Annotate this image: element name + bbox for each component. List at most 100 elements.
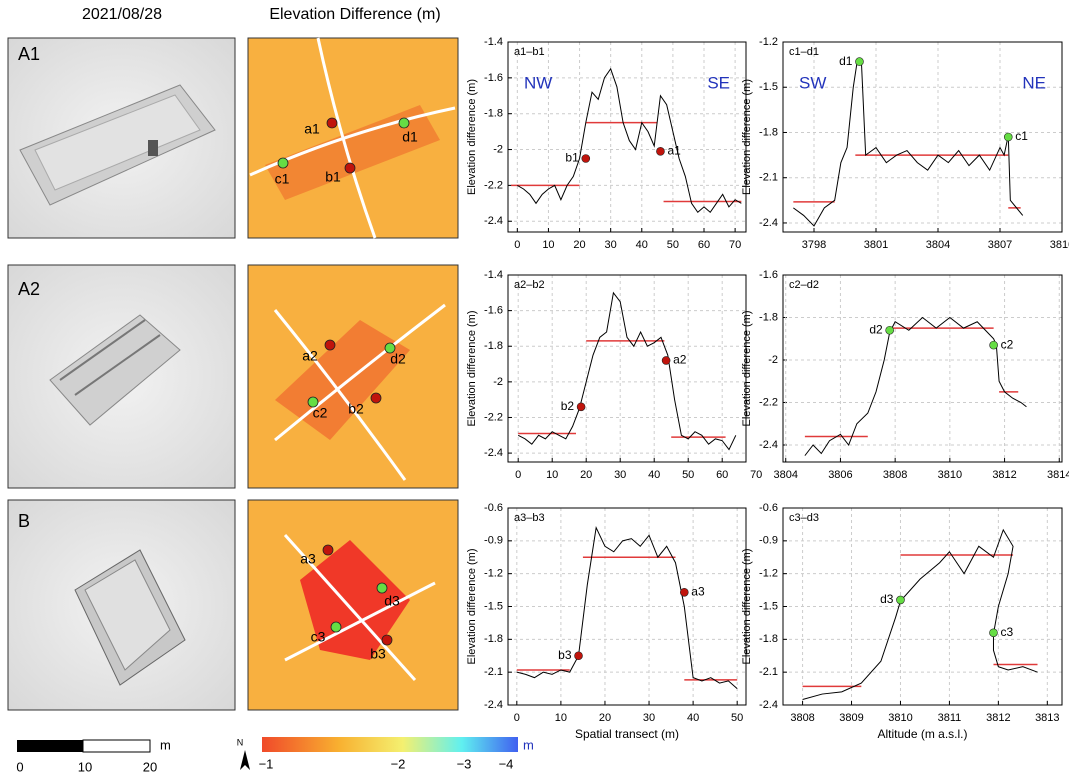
y-tick-label: -0.9 (759, 535, 778, 547)
x-tick-label: 0 (515, 469, 521, 481)
profile-point-label: c2 (1001, 337, 1014, 351)
x-tick-label: 3801 (864, 239, 888, 251)
panel-label: B (18, 511, 30, 531)
plot-frame (782, 274, 1063, 463)
y-tick-label: -1.4 (484, 36, 503, 48)
y-tick-label: -1.8 (759, 633, 778, 645)
profile-point (581, 154, 591, 163)
x-tick-label: 3806 (828, 469, 852, 481)
map-point-label: c1 (275, 171, 290, 187)
x-tick-label: 50 (667, 239, 679, 251)
x-tick-label: 3812 (992, 469, 1016, 481)
diff-map-a1 (247, 37, 459, 239)
north-arrow (240, 750, 250, 770)
x-tick-label: 20 (573, 239, 585, 251)
y-axis-label: Elevation difference (m) (741, 311, 753, 427)
y-axis-label: Elevation difference (m) (466, 549, 478, 665)
map-point (322, 544, 334, 556)
panel-label: A2 (18, 279, 40, 299)
map-point (307, 396, 319, 408)
plot-frame (507, 274, 747, 463)
map-point-label: a1 (304, 121, 320, 137)
x-tick-label: 3812 (986, 712, 1010, 724)
x-tick-label: 10 (546, 469, 558, 481)
scale-bar (17, 739, 151, 753)
map-point (384, 342, 396, 354)
y-tick-label: -1.5 (759, 81, 778, 93)
map-point (330, 621, 342, 633)
x-tick-label: 3804 (926, 239, 950, 251)
profile-line (802, 528, 1038, 701)
y-tick-label: -2.1 (759, 666, 778, 678)
direction-label: SE (707, 73, 730, 92)
map-point-label: d3 (384, 593, 400, 609)
x-tick-label: 0 (514, 239, 520, 251)
x-tick-label: 3808 (790, 712, 814, 724)
x-tick-label: 3814 (1047, 469, 1069, 481)
plot-frame (782, 41, 1063, 233)
profile-point-label: b3 (558, 648, 572, 662)
plot-frame (782, 507, 1063, 706)
x-tick-label: 30 (605, 239, 617, 251)
map-point (381, 634, 393, 646)
profile-point-label: d3 (880, 592, 894, 606)
profile-point-label: a3 (691, 584, 705, 598)
map-point (376, 582, 388, 594)
profile-point-label: d2 (869, 322, 883, 336)
x-tick-label: 40 (687, 712, 699, 724)
plot-area (508, 508, 746, 705)
profile-line (516, 526, 738, 689)
y-tick-label: -2.4 (759, 217, 778, 229)
plot-frame (507, 41, 747, 233)
profile-point-label: a2 (673, 353, 687, 367)
chart-title: a2–b2 (514, 279, 545, 291)
color-bar-label: −3 (457, 756, 472, 771)
direction-label: NW (524, 73, 552, 92)
y-tick-label: -1.6 (484, 72, 503, 84)
y-tick-label: -1.5 (759, 600, 778, 612)
y-tick-label: -2.4 (484, 215, 503, 227)
map-point-label: b3 (370, 646, 386, 662)
x-tick-label: 10 (542, 239, 554, 251)
y-tick-label: -0.6 (484, 502, 503, 514)
plot-frame (507, 507, 747, 706)
y-tick-label: -1.8 (759, 311, 778, 323)
y-tick-label: -2.4 (484, 447, 503, 459)
chart-title: a1–b1 (514, 46, 545, 58)
y-tick-label: -1.8 (759, 126, 778, 138)
plot-area (783, 275, 1062, 462)
y-tick-label: -1.5 (484, 600, 503, 612)
map-header: Elevation Difference (m) (269, 6, 440, 23)
y-tick-label: -1.2 (759, 568, 778, 580)
x-tick-label: 3808 (883, 469, 907, 481)
y-tick-label: -2.2 (759, 396, 778, 408)
map-point-label: a2 (302, 348, 318, 364)
y-tick-label: -2.1 (759, 172, 778, 184)
profile-point (574, 651, 583, 661)
panel-label: A1 (18, 44, 40, 64)
y-tick-label: -2.4 (484, 699, 503, 711)
map-point (370, 392, 382, 404)
x-axis-label: Spatial transect (m) (575, 727, 679, 741)
color-bar-label: −4 (499, 756, 514, 771)
y-tick-label: -2.2 (484, 411, 503, 423)
chart-title: c3–d3 (789, 512, 819, 524)
y-tick-label: -2.4 (759, 699, 778, 711)
map-point-label: b2 (348, 401, 364, 417)
x-tick-label: 70 (750, 469, 762, 481)
map-point (344, 162, 356, 174)
profile-point-label: c3 (1000, 625, 1013, 639)
y-axis-label: Elevation difference (m) (741, 549, 753, 665)
x-tick-label: 3807 (988, 239, 1012, 251)
map-point-label: b1 (325, 169, 341, 185)
profile-line (793, 58, 1024, 227)
x-axis-label: Altitude (m a.s.l.) (877, 727, 967, 741)
diff-map-b (247, 499, 459, 711)
x-tick-label: 60 (698, 239, 710, 251)
y-tick-label: -0.6 (759, 502, 778, 514)
y-tick-label: -2 (768, 354, 778, 366)
y-tick-label: -0.9 (484, 535, 503, 547)
chart-title: c1–d1 (789, 46, 819, 58)
x-tick-label: 3813 (1035, 712, 1059, 724)
